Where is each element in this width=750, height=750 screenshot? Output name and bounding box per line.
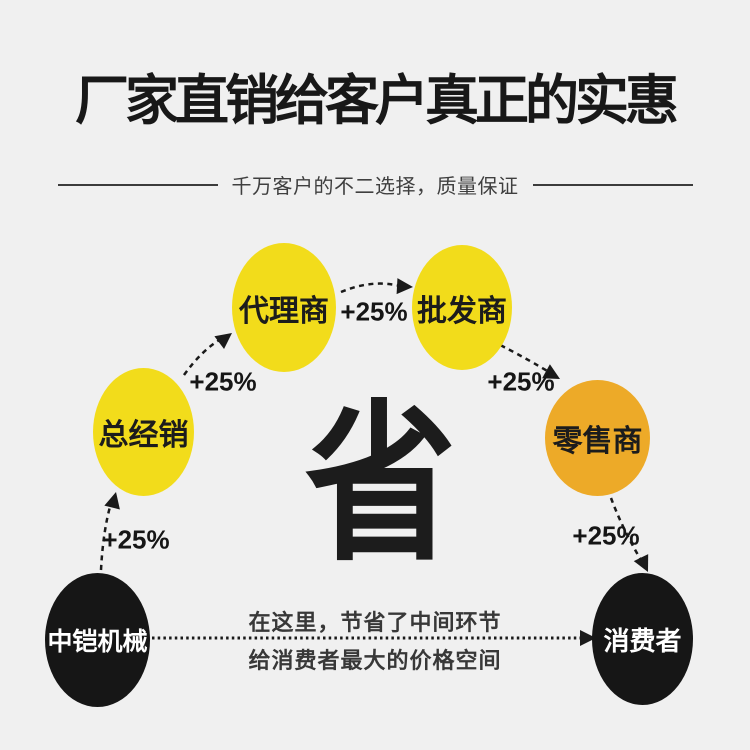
node-consumer-label: 消费者 <box>603 625 682 656</box>
bottom-note-line2: 给消费者最大的价格空间 <box>248 648 502 673</box>
savings-highlight: 省 <box>304 389 457 581</box>
subtitle: 千万客户的不二选择，质量保证 <box>231 176 519 198</box>
node-distributor-label: 总经销 <box>98 419 189 452</box>
arrow-distributor-to-agent <box>182 333 232 376</box>
subtitle-divider-right <box>532 183 693 186</box>
node-factory-label: 中铠机械 <box>47 628 148 656</box>
arrow-retailer-to-consumer <box>609 497 649 572</box>
node-agent-label: 代理商 <box>239 294 329 328</box>
arrow-agent-to-wholesaler <box>340 278 413 295</box>
increase-label-1: +25% <box>102 524 170 555</box>
arrowhead-icon <box>396 278 413 295</box>
subtitle-row: 千万客户的不二选择，质量保证 <box>0 170 750 199</box>
node-factory: 中铠机械 <box>45 573 150 707</box>
arrow-factory-to-distributor <box>99 492 120 571</box>
node-retailer-label: 零售商 <box>552 425 643 458</box>
increase-label-2: +25% <box>189 366 257 397</box>
increase-label-5: +25% <box>572 520 640 551</box>
arrowhead-icon <box>214 333 232 350</box>
node-consumer: 消费者 <box>592 573 693 705</box>
page-title: 厂家直销给客户真正的实惠 <box>75 71 679 131</box>
node-agent: 代理商 <box>232 243 336 372</box>
increase-label-3: +25% <box>340 296 408 327</box>
node-wholesaler: 批发商 <box>412 245 512 370</box>
subtitle-divider-left <box>57 183 218 186</box>
arrowhead-icon <box>633 554 649 572</box>
bottom-note-line1: 在这里，节省了中间环节 <box>248 610 502 635</box>
arrowhead-icon <box>542 364 560 379</box>
arrowhead-icon <box>580 630 596 646</box>
increase-label-4: +25% <box>487 366 555 397</box>
node-distributor: 总经销 <box>93 368 194 496</box>
arrowhead-icon <box>104 492 120 510</box>
node-retailer: 零售商 <box>545 380 650 496</box>
node-wholesaler-label: 批发商 <box>417 294 507 328</box>
arrow-factory-to-consumer <box>152 630 596 646</box>
arrow-wholesaler-to-retailer <box>491 339 560 379</box>
